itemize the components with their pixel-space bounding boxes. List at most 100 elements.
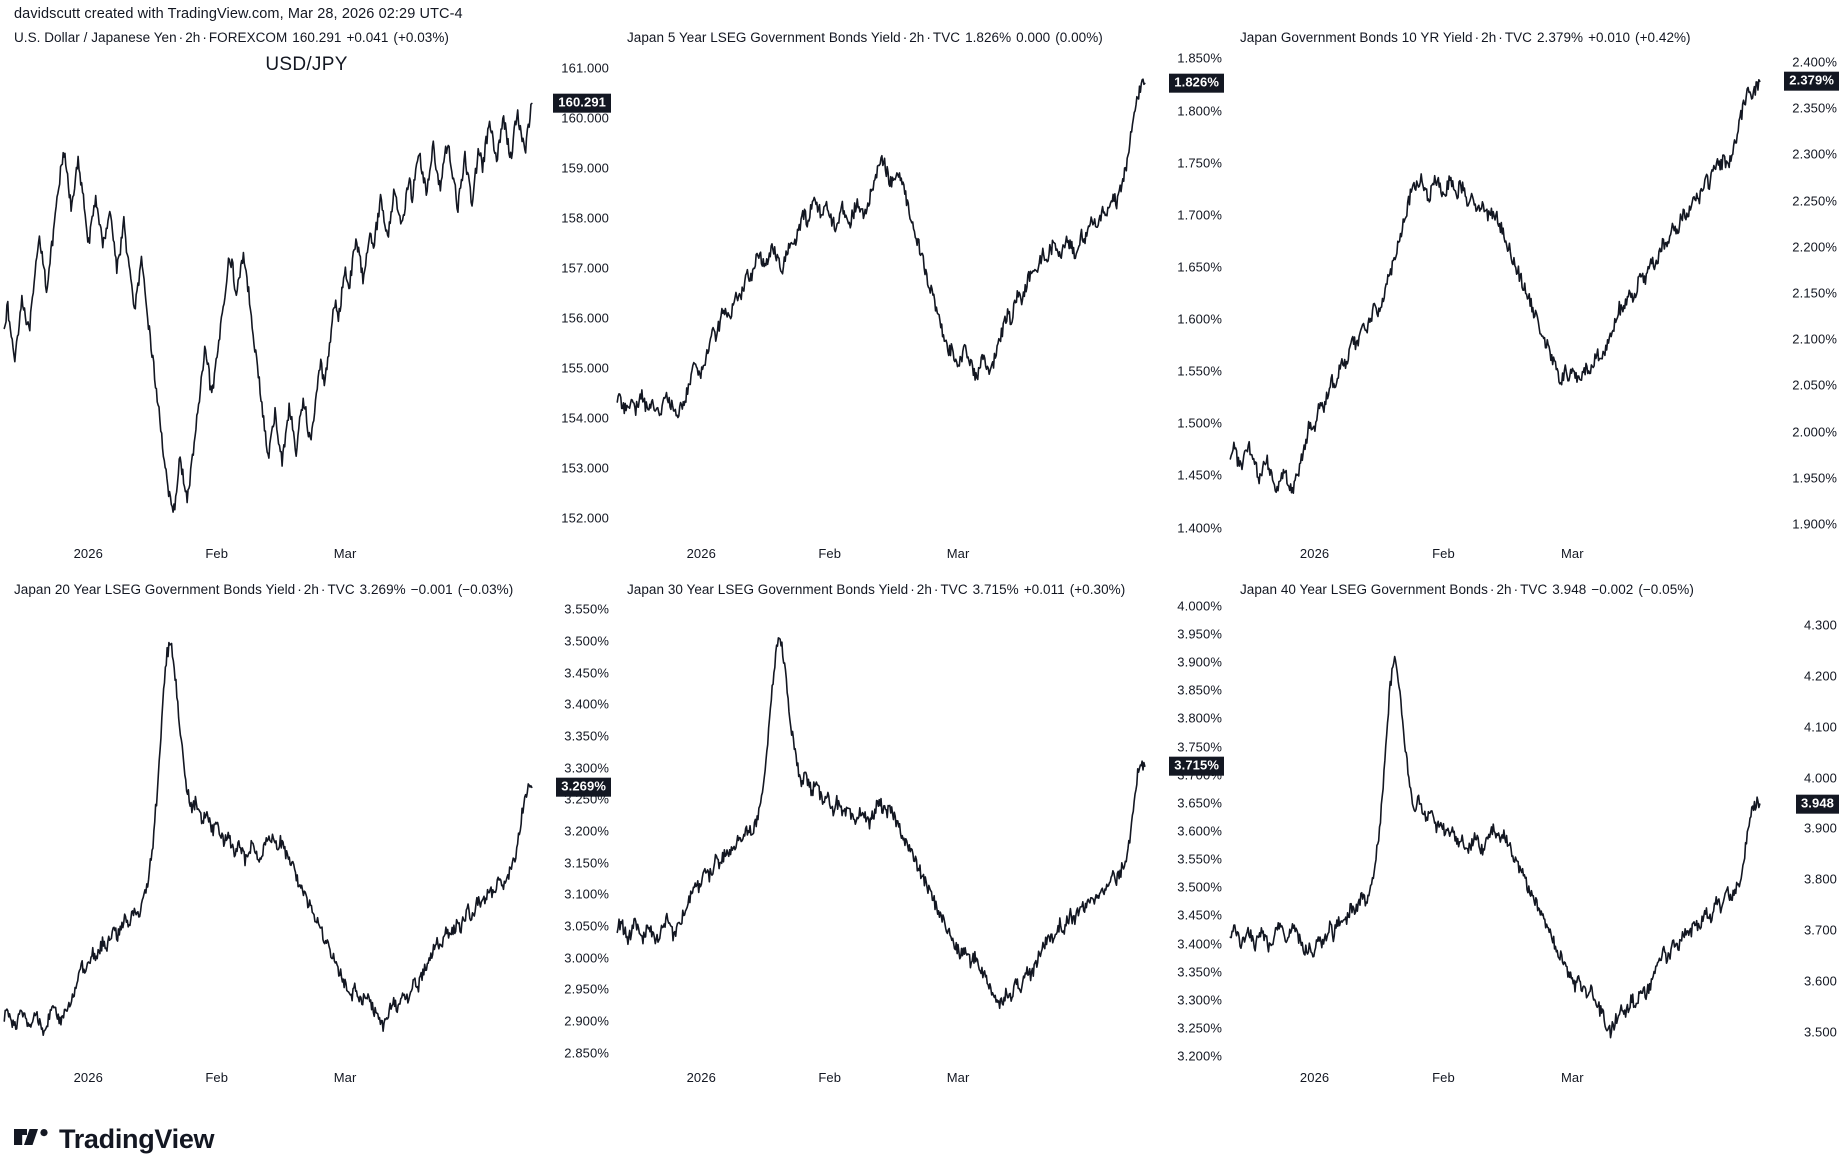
chart-header-jp30y[interactable]: Japan 30 Year LSEG Government Bonds Yiel…	[627, 582, 1125, 597]
x-axis-tick: Feb	[1432, 546, 1455, 561]
y-axis-tick: 160.000	[561, 110, 609, 126]
y-axis-tick: 1.450%	[1177, 467, 1222, 483]
chart-change-abs: +0.011	[1023, 582, 1065, 597]
time-axis-jp40y[interactable]: 2026 Feb Mar	[1226, 1062, 1763, 1102]
y-axis-tick: 1.850%	[1177, 50, 1222, 66]
chart-symbol-name[interactable]: Japan 30 Year LSEG Government Bonds Yiel…	[627, 582, 909, 597]
y-axis-tick: 2.400%	[1792, 54, 1837, 70]
x-axis-tick: Feb	[818, 1070, 842, 1085]
last-price-badge: 3.269%	[556, 778, 611, 797]
header-separator-1: ·	[902, 30, 908, 45]
header-separator-1: ·	[910, 582, 915, 597]
chart-panel-jp40y[interactable]: Japan 40 Year LSEG Government Bonds · 2h · T…	[1226, 578, 1841, 1102]
chart-header-jp40y[interactable]: Japan 40 Year LSEG Government Bonds · 2h · T…	[1240, 582, 1694, 597]
tradingview-logo-icon	[14, 1124, 50, 1155]
y-axis-tick: 157.000	[561, 260, 609, 276]
chart-change-abs: +0.010	[1588, 30, 1631, 45]
y-axis-tick: 4.300	[1803, 617, 1837, 633]
chart-last-price: 3.269%	[359, 582, 406, 597]
chart-panel-usdjpy[interactable]: U.S. Dollar / Japanese Yen · 2h · FOREXCOM 16…	[0, 26, 613, 578]
chart-change-pct: (−0.03%)	[457, 582, 514, 597]
y-axis-tick: 2.350%	[1792, 100, 1837, 116]
y-axis-tick: 3.550%	[564, 601, 609, 617]
x-axis-tick: 2026	[686, 1070, 716, 1085]
y-axis-tick: 2.850%	[564, 1045, 609, 1061]
y-axis-tick: 4.000%	[1177, 598, 1222, 614]
chart-symbol-name[interactable]: Japan 40 Year LSEG Government Bonds	[1240, 582, 1488, 597]
plot-area-jp20y[interactable]	[0, 600, 535, 1062]
y-axis-tick: 3.050%	[564, 918, 609, 934]
plot-area-jp5y[interactable]	[613, 48, 1148, 538]
price-series-line	[1230, 657, 1759, 1038]
plot-area-jp40y[interactable]	[1226, 600, 1763, 1062]
chart-header-jp10y[interactable]: Japan Government Bonds 10 YR Yield · 2h · TV…	[1240, 30, 1691, 45]
time-axis-jp10y[interactable]: 2026 Feb Mar	[1226, 538, 1763, 578]
y-axis-tick: 1.800%	[1177, 103, 1222, 119]
y-axis-tick: 3.500	[1803, 1024, 1837, 1040]
y-axis-tick: 3.300%	[1177, 992, 1222, 1008]
chart-interval[interactable]: 2h	[185, 30, 201, 45]
y-axis-tick: 2.250%	[1792, 193, 1837, 209]
y-axis-tick: 3.900%	[1177, 654, 1222, 670]
chart-interval[interactable]: 2h	[1496, 582, 1512, 597]
plot-area-jp30y[interactable]	[613, 600, 1148, 1062]
chart-header-usdjpy[interactable]: U.S. Dollar / Japanese Yen · 2h · FOREXCOM 16…	[14, 30, 449, 45]
chart-panel-jp10y[interactable]: Japan Government Bonds 10 YR Yield · 2h · TV…	[1226, 26, 1841, 578]
y-axis-tick: 3.350%	[564, 728, 609, 744]
price-axis-usdjpy[interactable]: 161.000 160.000 159.000 158.000 157.000 156.0…	[535, 48, 613, 538]
plot-area-jp10y[interactable]	[1226, 48, 1763, 538]
chart-change-pct: (+0.42%)	[1635, 30, 1691, 45]
header-separator-2: ·	[202, 30, 207, 45]
chart-interval[interactable]: 2h	[916, 582, 932, 597]
price-series-line	[4, 103, 532, 512]
time-axis-jp5y[interactable]: 2026 Feb Mar	[613, 538, 1148, 578]
chart-exchange: TVC	[932, 30, 961, 45]
price-axis-jp30y[interactable]: 4.000%3.950%3.900%3.850%3.800%3.750%3.70…	[1148, 598, 1226, 1064]
time-axis-jp30y[interactable]: 2026 Feb Mar	[613, 1062, 1148, 1102]
tradingview-footer-logo: TradingView	[14, 1124, 215, 1155]
chart-interval[interactable]: 2h	[303, 582, 319, 597]
header-separator-2: ·	[926, 30, 931, 45]
y-axis-tick: 156.000	[561, 310, 609, 326]
y-axis-tick: 4.200	[1803, 668, 1837, 684]
y-axis-tick: 155.000	[561, 360, 609, 376]
chart-change-abs: 0.000	[1016, 30, 1051, 45]
y-axis-tick: 2.950%	[564, 981, 609, 997]
chart-symbol-name[interactable]: Japan Government Bonds 10 YR Yield	[1240, 30, 1473, 45]
chart-interval[interactable]: 2h	[909, 30, 925, 45]
chart-interval[interactable]: 2h	[1481, 30, 1497, 45]
chart-symbol-name[interactable]: Japan 5 Year LSEG Government Bonds Yield	[627, 30, 901, 45]
chart-symbol-name[interactable]: U.S. Dollar / Japanese Yen	[14, 30, 177, 45]
time-axis-usdjpy[interactable]: 2026 Feb Mar	[0, 538, 535, 578]
price-axis-jp5y[interactable]: 1.850% 1.800% 1.750% 1.700% 1.650% 1.600% 1.55…	[1148, 48, 1226, 538]
y-axis-tick: 2.200%	[1792, 239, 1837, 255]
time-axis-jp20y[interactable]: 2026 Feb Mar	[0, 1062, 535, 1102]
plot-area-usdjpy[interactable]	[0, 48, 535, 538]
y-axis-tick: 2.150%	[1792, 285, 1837, 301]
chart-header-jp5y[interactable]: Japan 5 Year LSEG Government Bonds Yield…	[627, 30, 1103, 45]
y-axis-tick: 159.000	[561, 160, 609, 176]
y-axis-tick: 3.800%	[1177, 710, 1222, 726]
y-axis-tick: 2.100%	[1792, 331, 1837, 347]
x-axis-tick: 2026	[1299, 1070, 1330, 1085]
price-series-line	[617, 79, 1145, 417]
y-axis-tick: 3.400%	[1177, 936, 1222, 952]
price-axis-jp20y[interactable]: 3.550% 3.500% 3.450% 3.400% 3.350% 3.300% 3.25…	[535, 600, 613, 1062]
chart-change-pct: (0.00%)	[1055, 30, 1103, 45]
y-axis-tick: 1.950%	[1792, 470, 1837, 486]
price-axis-jp10y[interactable]: 2.400% 2.350% 2.300% 2.250% 2.200% 2.150% 2.10…	[1763, 48, 1841, 538]
chart-panel-jp30y[interactable]: Japan 30 Year LSEG Government Bonds Yiel…	[613, 578, 1226, 1102]
last-price-badge: 1.826%	[1169, 74, 1224, 93]
chart-symbol-name[interactable]: Japan 20 Year LSEG Government Bonds Yiel…	[14, 582, 296, 597]
y-axis-tick: 3.400%	[564, 696, 609, 712]
y-axis-tick: 3.950%	[1177, 626, 1222, 642]
price-axis-jp40y[interactable]: 4.300 4.200 4.100 4.000 3.900 3.800 3.700 3.600…	[1763, 600, 1841, 1062]
chart-header-jp20y[interactable]: Japan 20 Year LSEG Government Bonds Yiel…	[14, 582, 513, 597]
chart-last-price: 2.379%	[1536, 30, 1584, 45]
chart-panel-jp20y[interactable]: Japan 20 Year LSEG Government Bonds Yiel…	[0, 578, 613, 1102]
chart-panel-jp5y[interactable]: Japan 5 Year LSEG Government Bonds Yield…	[613, 26, 1226, 578]
header-separator-2: ·	[1498, 30, 1503, 45]
x-axis-tick: Mar	[333, 546, 357, 561]
y-axis-tick: 3.900	[1803, 820, 1837, 836]
x-axis-tick: Feb	[1432, 1070, 1455, 1085]
